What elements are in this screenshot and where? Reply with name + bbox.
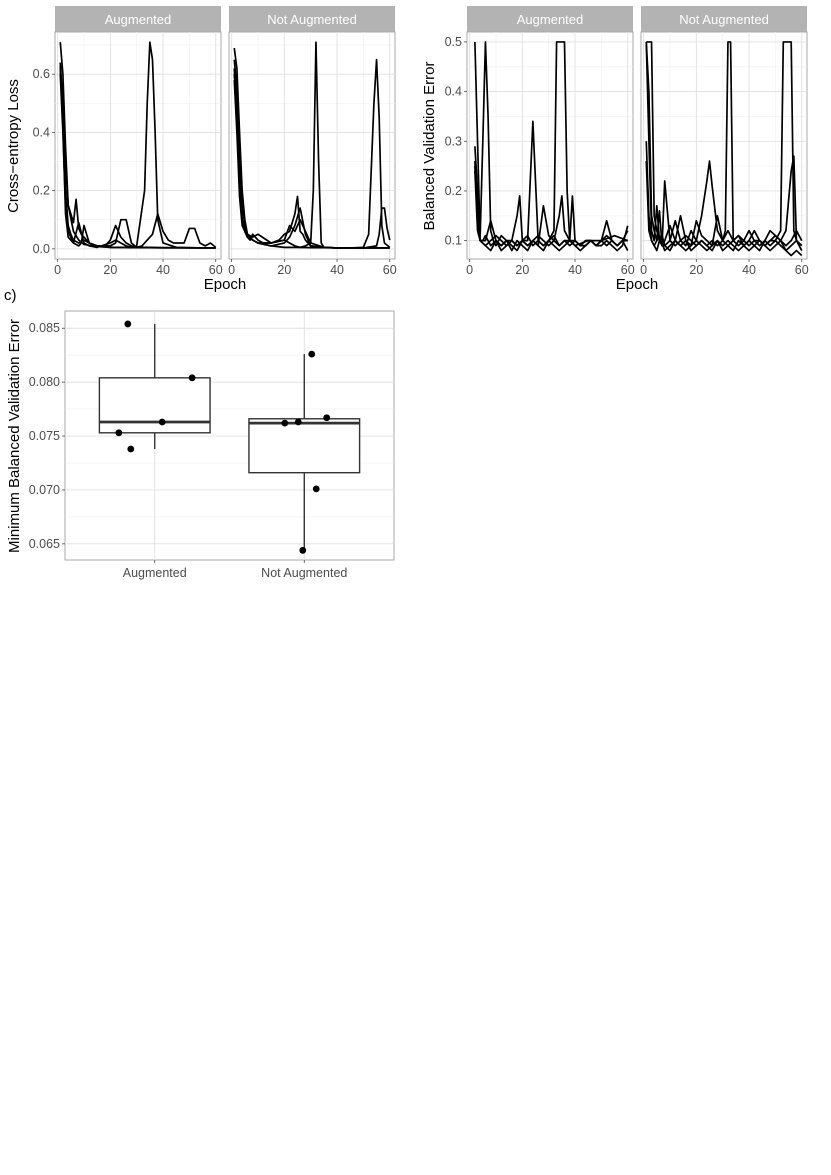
y-tick-label: 0.065	[29, 537, 60, 551]
y-tick-label: 0.075	[29, 429, 60, 443]
x-tick-label: 40	[330, 263, 344, 277]
facet-strip-label: Augmented	[105, 12, 172, 27]
x-tick-label: 20	[277, 263, 291, 277]
data-point	[299, 546, 307, 554]
panel-tag: c)	[4, 287, 17, 304]
x-tick-label: 40	[742, 263, 756, 277]
data-point	[127, 445, 135, 453]
x-tick-label: 40	[156, 263, 170, 277]
x-tick-label: 0	[228, 263, 235, 277]
facet-strip	[229, 6, 395, 32]
y-tick-label: 0.070	[29, 483, 60, 497]
series-line	[59, 65, 216, 249]
box-iqr	[248, 418, 361, 474]
data-point	[312, 485, 320, 493]
chart-a-loss: Augmented 0 20 40 60 0.0 0.2 0.4 0.6 Not Augmente…	[5, 6, 397, 293]
panel-background	[54, 31, 222, 260]
x-tick-label: Not Augmented	[261, 566, 347, 580]
x-tick-label: 0	[466, 263, 473, 277]
data-point	[115, 429, 123, 437]
series-line	[233, 47, 391, 249]
y-tick-label: 0.4	[445, 85, 462, 99]
series-line	[645, 161, 803, 252]
x-tick-label: 20	[103, 263, 117, 277]
box-iqr	[98, 377, 211, 434]
y-tick-label: 0.4	[33, 125, 50, 139]
facet-strip-label: Not Augmented	[267, 12, 357, 27]
data-point	[188, 374, 196, 382]
x-tick-label: 40	[568, 263, 582, 277]
data-point	[158, 418, 166, 426]
x-tick-label: 60	[383, 263, 397, 277]
series-line	[645, 41, 803, 247]
y-tick-label: 0.0	[33, 242, 50, 256]
facet-strip	[55, 6, 221, 32]
x-tick-label: 20	[689, 263, 703, 277]
y-axis-title: Balanced Validation Error	[421, 62, 438, 231]
facet-strip-label: Not Augmented	[679, 12, 769, 27]
chart-b-validation-error: Augmented 0 20 40 60 0.1 0.2 0.3 0.4 0.5 Not Augme…	[421, 6, 809, 293]
x-tick-label: 60	[209, 263, 223, 277]
x-tick-label: Augmented	[123, 566, 187, 580]
y-tick-label: 0.6	[33, 67, 50, 81]
facet-strip	[467, 6, 633, 32]
data-point	[124, 320, 132, 328]
y-tick-label: 0.085	[29, 321, 60, 335]
series-line	[233, 41, 390, 249]
facet-strip	[641, 6, 807, 32]
x-tick-label: 60	[795, 263, 809, 277]
data-point	[281, 419, 289, 427]
x-tick-label: 0	[640, 263, 647, 277]
y-tick-label: 0.2	[33, 184, 50, 198]
y-tick-label: 0.1	[445, 234, 462, 248]
y-tick-label: 0.5	[445, 35, 462, 49]
y-tick-label: 0.2	[445, 184, 462, 198]
y-axis-title: Cross−entropy Loss	[5, 79, 22, 213]
panel-background	[466, 31, 634, 260]
x-axis-title: Epoch	[204, 276, 247, 293]
series-line	[233, 79, 390, 249]
x-tick-label: 60	[621, 263, 635, 277]
facet-strip-label: Augmented	[517, 12, 584, 27]
data-point	[294, 418, 302, 426]
chart-c-boxplot: 0.065 0.070 0.075 0.080 0.085 Augmented Not Au…	[4, 287, 395, 580]
data-point	[308, 350, 316, 358]
y-axis-title: Minimum Balanced Validation Error	[6, 319, 23, 553]
x-axis-title: Epoch	[616, 276, 659, 293]
y-tick-label: 0.3	[445, 134, 462, 148]
x-tick-label: 0	[54, 263, 61, 277]
data-point	[323, 414, 331, 422]
series-line	[474, 161, 629, 252]
y-tick-label: 0.080	[29, 375, 60, 389]
series-line	[233, 74, 391, 249]
x-tick-label: 20	[515, 263, 529, 277]
